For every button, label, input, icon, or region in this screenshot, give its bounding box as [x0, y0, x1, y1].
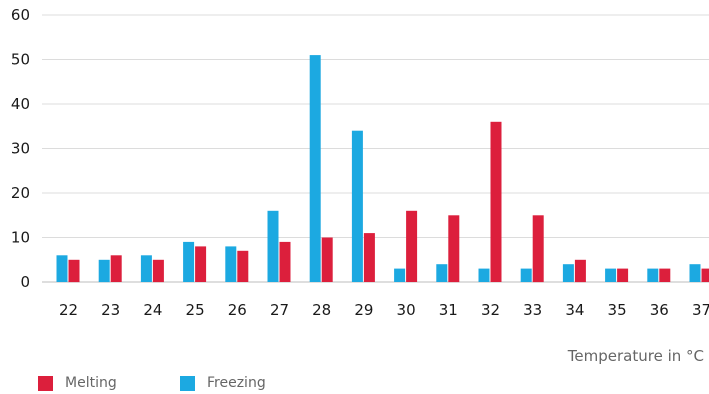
bar-melting-32	[490, 121, 502, 282]
x-tick-label: 30	[397, 301, 416, 319]
bar-melting-22	[68, 259, 80, 283]
grid-lines	[42, 14, 709, 283]
x-tick-label: 28	[312, 301, 331, 319]
bar-freezing-30	[394, 268, 406, 282]
y-axis-ticks: 0 10 20 30 40 50 60	[11, 6, 30, 291]
x-tick-label: 36	[650, 301, 669, 319]
x-tick-label: 31	[439, 301, 458, 319]
legend-item-melting[interactable]: Melting	[38, 375, 117, 391]
bar-melting-35	[617, 268, 629, 282]
x-axis-title: Temperature in °C	[567, 347, 704, 365]
bar-melting-26	[237, 250, 249, 282]
bar-melting-28	[321, 237, 333, 282]
y-tick-label: 40	[11, 95, 30, 113]
bar-freezing-32	[478, 268, 490, 282]
bar-freezing-33	[520, 268, 532, 282]
bar-freezing-25	[183, 241, 195, 282]
bar-melting-30	[406, 210, 418, 282]
x-tick-label: 22	[59, 301, 78, 319]
legend-label-freezing: Freezing	[207, 375, 266, 391]
x-tick-label: 23	[101, 301, 120, 319]
y-tick-label: 30	[11, 140, 30, 158]
y-tick-label: 50	[11, 51, 30, 69]
bar-melting-24	[152, 259, 164, 283]
bar-freezing-31	[436, 264, 448, 282]
legend-swatch-melting	[38, 375, 53, 391]
bar-freezing-27	[267, 210, 279, 282]
bar-melting-29	[363, 233, 375, 282]
x-tick-label: 27	[270, 301, 289, 319]
y-tick-label: 20	[11, 184, 30, 202]
bar-melting-27	[279, 241, 291, 282]
bar-melting-34	[574, 259, 586, 283]
bar-melting-25	[195, 246, 207, 282]
x-tick-label: 34	[565, 301, 584, 319]
x-axis-ticks: 22 23 24 25 26 27 28 29 30 31 32 33 34 35 36 37	[59, 301, 709, 319]
bar-freezing-22	[56, 255, 68, 282]
bar-melting-23	[110, 255, 122, 282]
bar-freezing-24	[140, 255, 152, 282]
x-tick-label: 26	[228, 301, 247, 319]
x-tick-label: 24	[143, 301, 162, 319]
legend-swatch-freezing	[180, 375, 195, 391]
bar-freezing-34	[562, 264, 574, 282]
x-tick-label: 33	[523, 301, 542, 319]
y-tick-label: 60	[11, 6, 30, 24]
y-tick-label: 0	[20, 273, 30, 291]
bar-freezing-23	[98, 259, 110, 283]
bar-melting-33	[532, 215, 544, 283]
legend-label-melting: Melting	[65, 375, 117, 391]
bars	[56, 55, 709, 283]
bar-freezing-26	[225, 246, 237, 282]
legend-item-freezing[interactable]: Freezing	[180, 375, 266, 391]
bar-freezing-37	[689, 264, 701, 282]
bar-freezing-28	[309, 55, 321, 282]
bar-freezing-35	[605, 268, 617, 282]
bar-freezing-29	[351, 130, 363, 282]
bar-melting-31	[448, 215, 460, 283]
bar-melting-37	[701, 268, 709, 282]
bar-melting-36	[659, 268, 671, 282]
x-tick-label: 29	[354, 301, 373, 319]
x-tick-label: 37	[692, 301, 709, 319]
y-tick-label: 10	[11, 229, 30, 247]
x-tick-label: 32	[481, 301, 500, 319]
x-tick-label: 25	[186, 301, 205, 319]
x-tick-label: 35	[608, 301, 627, 319]
bar-freezing-36	[647, 268, 659, 282]
